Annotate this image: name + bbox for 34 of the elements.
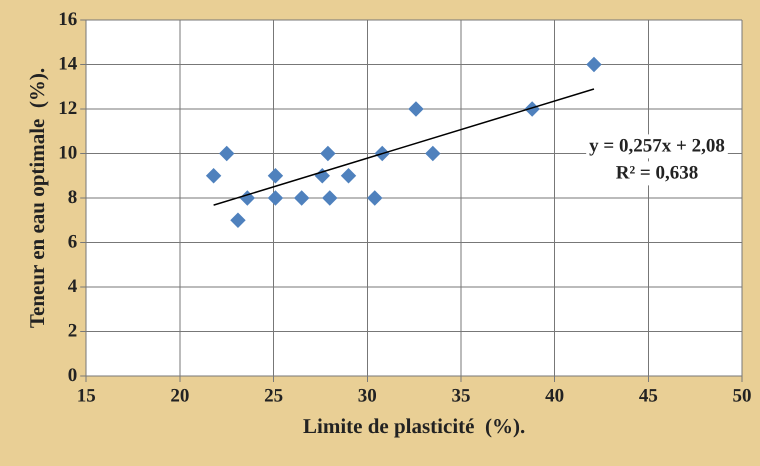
x-axis-title: Limite de plasticité (%). bbox=[303, 414, 526, 438]
y-tick-label: 6 bbox=[68, 231, 78, 252]
x-tick-label: 50 bbox=[732, 385, 752, 406]
y-tick-label: 4 bbox=[68, 276, 78, 297]
annotation: R² = 0,638 bbox=[616, 162, 698, 184]
point bbox=[320, 146, 336, 161]
x-tick-label: 25 bbox=[264, 385, 284, 406]
x-tick-label: 40 bbox=[545, 385, 564, 406]
x-tick-label: 15 bbox=[76, 385, 96, 406]
x-tick-label: 30 bbox=[358, 385, 377, 406]
y-axis-title: Teneur en eau optimale (%). bbox=[25, 68, 50, 328]
y-tick-label: 2 bbox=[68, 320, 78, 342]
x-tick-label: 35 bbox=[451, 385, 470, 406]
y-tick-label: 8 bbox=[68, 186, 78, 208]
point bbox=[408, 102, 424, 116]
point bbox=[206, 168, 222, 184]
point bbox=[219, 146, 234, 161]
y-tick-label: 12 bbox=[58, 98, 78, 119]
point bbox=[268, 168, 283, 184]
y-tick-label: 0 bbox=[68, 364, 78, 386]
x-tick-label: 45 bbox=[638, 385, 658, 406]
point bbox=[367, 190, 382, 206]
point bbox=[425, 146, 440, 161]
y-tick-label: 10 bbox=[58, 142, 78, 164]
point bbox=[294, 190, 310, 206]
point bbox=[341, 168, 356, 184]
point bbox=[322, 190, 338, 206]
y-tick-label: 16 bbox=[58, 8, 78, 30]
point bbox=[586, 57, 602, 72]
point bbox=[230, 212, 246, 228]
x-tick-label: 20 bbox=[170, 385, 190, 406]
annotation: y = 0,257x + 2,08 bbox=[589, 135, 725, 156]
y-tick-label: 14 bbox=[58, 53, 78, 74]
point bbox=[268, 190, 283, 206]
